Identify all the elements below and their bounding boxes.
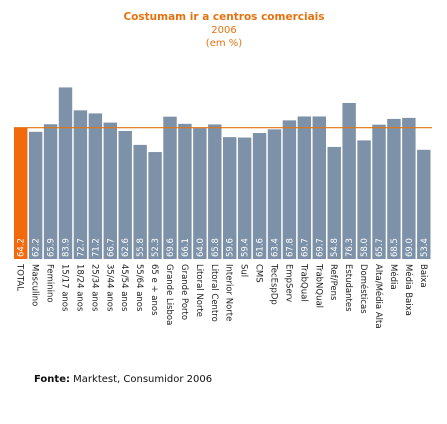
category-label: Litoral Norte: [194, 264, 204, 317]
bar: [193, 128, 207, 259]
category-label: Interior Norte: [224, 264, 234, 321]
bar: [282, 120, 297, 259]
bar-value-label: 72.7: [76, 238, 86, 257]
category-label: Ref/Pens: [328, 264, 338, 301]
bar-value-label: 68.5: [390, 238, 400, 257]
category-label: Feminino: [45, 264, 55, 303]
category-label: TOTAL: [15, 263, 25, 291]
bar-value-label: 71.2: [91, 238, 101, 257]
category-label: 15/17 anos: [60, 264, 70, 312]
bar-value-label: 61.6: [256, 238, 266, 257]
bar: [103, 122, 117, 259]
bar-value-label: 62.6: [121, 238, 131, 257]
bar-value-label: 64.0: [196, 238, 206, 257]
category-label: 55/64 anos: [134, 264, 144, 312]
bar: [402, 117, 416, 260]
category-label: 45/54 anos: [119, 264, 129, 312]
bar-value-label: 76.3: [345, 238, 355, 257]
chart-title: Costumam ir a centros comerciais: [123, 11, 324, 23]
bar-value-label: 69.0: [405, 238, 415, 257]
category-label: Grande Lisboa: [164, 264, 174, 325]
bar-value-label: 53.4: [420, 238, 430, 257]
category-label: Grande Porto: [179, 264, 189, 320]
bar: [88, 113, 103, 260]
bar-value-label: 66.1: [181, 238, 191, 257]
bar-value-label: 65.8: [211, 238, 221, 257]
category-label: Baixa: [418, 264, 428, 288]
bar: [223, 137, 237, 259]
bar-value-label: 55.8: [136, 238, 146, 257]
category-label: Média: [388, 264, 399, 290]
bar: [297, 116, 312, 260]
bar: [327, 146, 341, 259]
bar-value-label: 65.9: [47, 238, 57, 257]
bar-value-label: 65.7: [375, 238, 385, 257]
bar-value-label: 83.9: [62, 238, 72, 257]
source-note: Fonte: Marktest, Consumidor 2006: [34, 374, 212, 385]
bar: [312, 116, 326, 260]
bar: [163, 116, 177, 259]
bar-value-label: 58.0: [360, 238, 370, 257]
bar-value-label: 64.2: [17, 238, 27, 257]
bar: [28, 131, 43, 259]
category-label: Litoral Centro: [209, 264, 219, 322]
category-label: TrabNQual: [313, 263, 323, 308]
bar: [208, 124, 222, 259]
category-label: Masculino: [30, 264, 40, 306]
bar-value-label: 69.6: [166, 238, 176, 257]
bar-value-label: 63.4: [271, 238, 281, 257]
bar: [372, 124, 386, 259]
bar-value-label: 69.7: [300, 238, 310, 257]
bar: [342, 102, 356, 259]
category-label: 25/34 anos: [89, 264, 99, 312]
category-labels-group: TOTAL Masculino Feminino 15/17 anos 18/24 an…: [15, 263, 428, 329]
bar-value-label: 54.8: [330, 238, 340, 257]
bar: [133, 144, 147, 259]
bar: [237, 137, 252, 259]
chart-subtitle-unit: (em %): [206, 38, 242, 49]
category-label: Estudantes: [343, 264, 353, 312]
bars-group: [14, 87, 431, 260]
bar: [178, 123, 192, 259]
bar: [252, 133, 267, 259]
bar: [118, 130, 132, 259]
category-label: 18/24 anos: [74, 264, 84, 312]
category-label: EmpServ: [283, 264, 293, 302]
source-label: Fonte:: [34, 374, 70, 385]
bar: [14, 127, 28, 260]
category-label: 35/44 anos: [104, 264, 114, 312]
category-label: Domésticas: [358, 264, 369, 314]
bar-value-label: 66.7: [106, 238, 116, 257]
category-label: 65 e + anos: [149, 264, 159, 316]
source-text: Marktest, Consumidor 2006: [69, 374, 213, 385]
bar-value-label: 59.4: [241, 238, 251, 257]
value-labels-group: 64.2 62.2 65.9 83.9 72.7 71.2 66.7 62.6 55.8 52.3…: [17, 238, 430, 257]
bar: [387, 118, 401, 259]
category-label: CMS: [254, 264, 264, 283]
bar-value-label: 62.2: [32, 238, 42, 257]
category-label: Sul: [239, 264, 249, 277]
bar: [148, 152, 162, 259]
category-label: Média Baixa: [403, 264, 414, 316]
bar: [73, 110, 88, 259]
bar: [43, 124, 58, 259]
bar: [58, 87, 73, 259]
bar-value-label: 67.8: [285, 238, 295, 257]
chart-subtitle-year: 2006: [211, 25, 236, 36]
bar-value-label: 69.7: [315, 238, 325, 257]
bar: [417, 149, 431, 259]
category-label: Alta/Média Alta: [373, 264, 384, 329]
category-label: TecEspDp: [269, 263, 279, 305]
bar-value-label: 59.6: [226, 238, 236, 257]
category-label: TrabQual: [298, 263, 308, 302]
bar: [357, 140, 371, 259]
bar-value-label: 52.3: [151, 238, 161, 257]
bar: [267, 129, 282, 259]
